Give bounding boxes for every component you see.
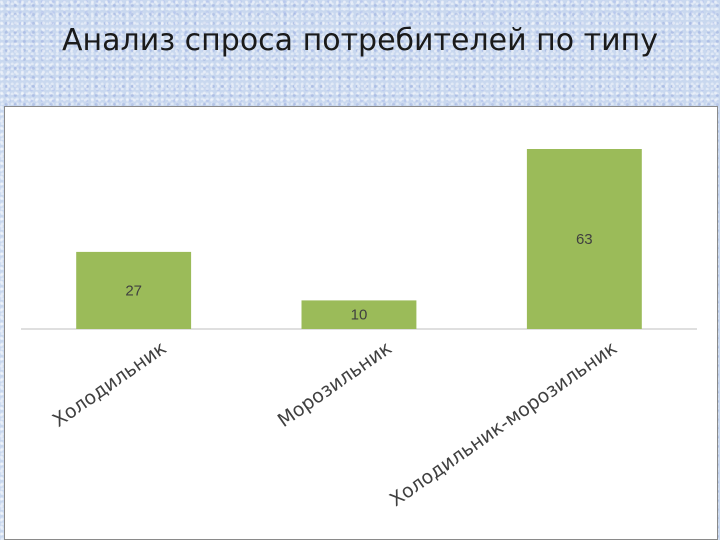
tick-label-холодильник: Холодильник	[49, 337, 171, 432]
data-label-2: 10	[351, 307, 368, 324]
bar-chart: 27 10 63 Холодильник МорозильникХолодильник…	[21, 149, 697, 511]
bar-1	[76, 251, 192, 329]
data-label-3: 63	[576, 231, 593, 248]
bar-3	[526, 149, 642, 329]
bar-2	[301, 300, 417, 329]
tick-label-холодильник-морозильник: Холодильник-морозильник	[386, 337, 621, 511]
tick-label-морозильник: Морозильник	[274, 337, 396, 432]
chart-panel: 27 10 63 Холодильник Морозильник Холодильник…	[4, 106, 718, 540]
data-label-1: 27	[125, 282, 142, 299]
slide-title: Анализ спроса потребителей по типу	[62, 23, 658, 58]
